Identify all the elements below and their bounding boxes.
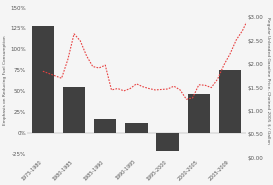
Bar — [219, 70, 241, 133]
Bar — [156, 133, 179, 151]
Bar — [188, 93, 210, 133]
Bar — [125, 123, 148, 133]
Y-axis label: Regular Unleaded Gasoline Price, Chained 2005 $ / Gallon: Regular Unleaded Gasoline Price, Chained… — [266, 17, 269, 144]
Y-axis label: Emphasis on Reducing Fuel Consumption: Emphasis on Reducing Fuel Consumption — [4, 36, 7, 125]
Bar — [63, 87, 85, 133]
Bar — [32, 26, 54, 133]
Bar — [94, 119, 117, 133]
